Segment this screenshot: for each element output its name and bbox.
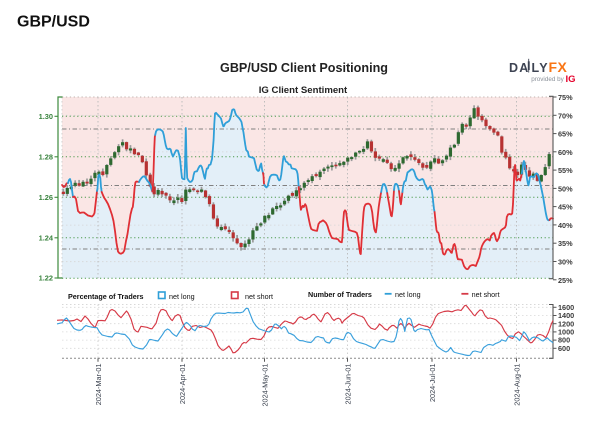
svg-text:LY: LY bbox=[532, 61, 549, 75]
svg-text:1.24: 1.24 bbox=[39, 233, 54, 242]
svg-text:provided by: provided by bbox=[531, 76, 564, 83]
svg-text:25%: 25% bbox=[558, 276, 573, 285]
svg-text:2024-May-01: 2024-May-01 bbox=[261, 364, 270, 407]
svg-text:IG: IG bbox=[566, 74, 576, 85]
svg-text:2024-Jun-01: 2024-Jun-01 bbox=[344, 364, 353, 405]
svg-text:net short: net short bbox=[245, 292, 273, 301]
svg-text:75%: 75% bbox=[558, 93, 573, 102]
svg-text:55%: 55% bbox=[558, 166, 573, 175]
svg-text:1200: 1200 bbox=[558, 319, 574, 328]
svg-text:65%: 65% bbox=[558, 130, 573, 139]
svg-text:800: 800 bbox=[558, 336, 570, 345]
svg-text:45%: 45% bbox=[558, 203, 573, 212]
svg-text:1.28: 1.28 bbox=[39, 152, 53, 161]
svg-text:60%: 60% bbox=[558, 148, 573, 157]
svg-text:GBP/USD Client Positioning: GBP/USD Client Positioning bbox=[220, 61, 388, 75]
svg-text:1.22: 1.22 bbox=[39, 274, 53, 283]
svg-text:40%: 40% bbox=[558, 221, 573, 230]
svg-text:35%: 35% bbox=[558, 239, 573, 248]
svg-text:1000: 1000 bbox=[558, 328, 574, 337]
svg-text:DA: DA bbox=[509, 61, 529, 75]
svg-text:net long: net long bbox=[169, 292, 195, 301]
svg-text:1400: 1400 bbox=[558, 311, 574, 320]
svg-text:2024-Jul-01: 2024-Jul-01 bbox=[428, 364, 437, 403]
svg-text:IG Client Sentiment: IG Client Sentiment bbox=[259, 85, 348, 96]
svg-text:1.26: 1.26 bbox=[39, 193, 53, 202]
svg-text:1600: 1600 bbox=[558, 303, 574, 312]
svg-text:GBP/USD: GBP/USD bbox=[17, 14, 90, 31]
svg-text:net short: net short bbox=[472, 290, 500, 299]
svg-text:Percentage of Traders: Percentage of Traders bbox=[68, 292, 144, 301]
svg-text:net long: net long bbox=[395, 290, 421, 299]
svg-text:Number of Traders: Number of Traders bbox=[308, 290, 372, 299]
svg-text:600: 600 bbox=[558, 344, 570, 353]
svg-text:2024-Mar-01: 2024-Mar-01 bbox=[94, 364, 103, 406]
svg-text:2024-Apr-01: 2024-Apr-01 bbox=[178, 364, 187, 405]
svg-text:70%: 70% bbox=[558, 111, 573, 120]
svg-text:50%: 50% bbox=[558, 184, 573, 193]
svg-text:30%: 30% bbox=[558, 258, 573, 267]
svg-text:1.30: 1.30 bbox=[39, 112, 53, 121]
svg-text:2024-Aug-01: 2024-Aug-01 bbox=[513, 364, 522, 406]
svg-text:FX: FX bbox=[549, 59, 568, 75]
